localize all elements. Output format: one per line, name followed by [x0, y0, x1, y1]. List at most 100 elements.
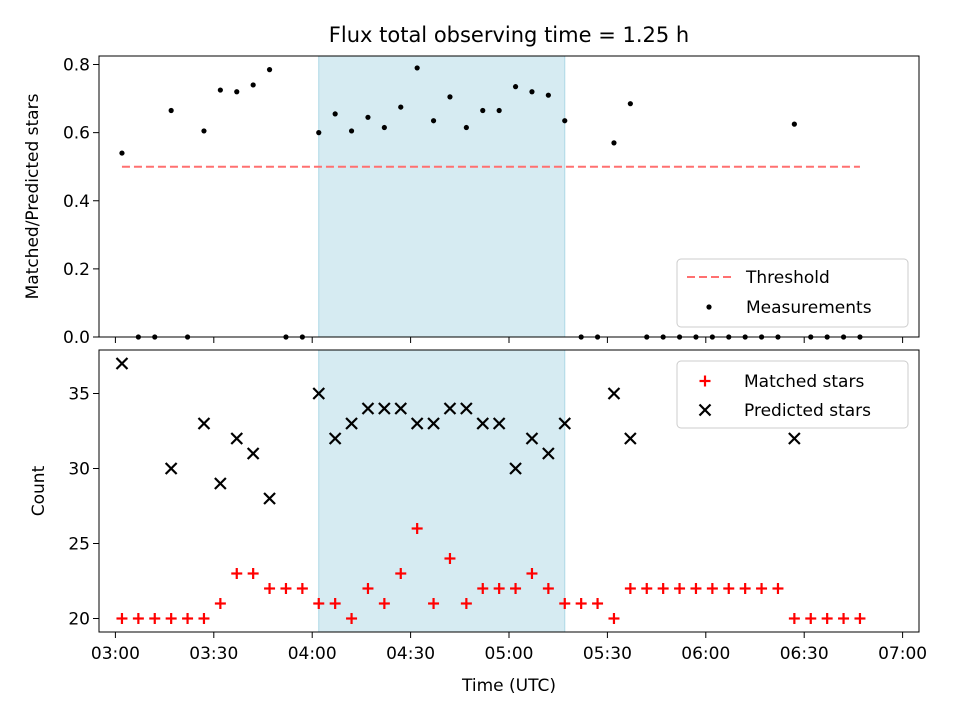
- legend-predicted-label: Predicted stars: [744, 401, 871, 421]
- measurement-point: [545, 92, 551, 98]
- matched-star-point: [362, 583, 374, 594]
- bottom-y-tick-label: 25: [68, 535, 90, 555]
- matched-star-point: [641, 583, 653, 594]
- matched-star-point: [575, 598, 587, 609]
- matched-star-point: [723, 583, 735, 594]
- predicted-star-point: [197, 417, 211, 430]
- matched-star-point: [674, 583, 686, 594]
- matched-star-point: [706, 583, 718, 594]
- matched-star-point: [657, 583, 669, 594]
- bottom-y-tick: 35: [68, 385, 99, 405]
- measurement-point: [430, 118, 437, 124]
- bottom-x-tick: 04:00: [288, 632, 337, 664]
- bottom-x-tick-label: 05:00: [485, 644, 534, 664]
- top-panel: 0.00.20.40.60.8 Matched/Predicted stars …: [23, 55, 920, 348]
- matched-star-point: [592, 598, 604, 609]
- predicted-star-point: [558, 417, 572, 430]
- measurement-point: [512, 84, 519, 90]
- top-y-tick: 0.0: [63, 328, 99, 348]
- matched-star-point: [493, 583, 505, 594]
- bottom-y-tick-label: 35: [68, 385, 90, 405]
- matched-star-point: [559, 598, 571, 609]
- measurement-points: [119, 65, 863, 340]
- legend-measurements-label: Measurements: [746, 298, 872, 318]
- bottom-x-tick: 03:00: [91, 632, 140, 664]
- measurement-point: [447, 94, 453, 100]
- predicted-star-point: [788, 432, 801, 445]
- bottom-x-tick: 05:00: [485, 632, 534, 664]
- top-y-tick-label: 0.2: [63, 260, 90, 280]
- matched-star-point: [510, 583, 522, 594]
- predicted-star-point: [378, 402, 391, 415]
- predicted-star-point: [394, 402, 408, 415]
- matched-star-point: [739, 583, 751, 594]
- legend-matched-swatch: [699, 375, 711, 387]
- measurement-point: [414, 65, 420, 71]
- top-axes-frame: [98, 55, 920, 338]
- bottom-x-axis-ticks: 03:00 03:30 04:00 04:30 05:00 05:30 06:00 06:30…: [91, 632, 927, 664]
- bottom-x-tick: 07:00: [878, 632, 927, 664]
- legend-threshold-label: Threshold: [745, 268, 830, 288]
- matched-star-point: [165, 613, 177, 624]
- predicted-star-point: [361, 402, 375, 415]
- predicted-star-point: [115, 357, 129, 370]
- predicted-star-point: [410, 417, 424, 430]
- matched-star-point: [542, 583, 554, 594]
- measurement-point: [791, 121, 797, 127]
- matched-star-point: [756, 583, 768, 594]
- measurement-point: [234, 89, 240, 95]
- measurement-point: [627, 101, 633, 107]
- measurement-point: [119, 150, 125, 156]
- top-y-tick: 0.2: [63, 260, 99, 280]
- bottom-y-tick: 25: [68, 535, 99, 555]
- bottom-legend: Matched stars Predicted stars: [676, 360, 909, 429]
- top-y-tick: 0.4: [63, 192, 99, 212]
- bottom-axes-frame: [98, 349, 920, 633]
- predicted-star-point: [607, 387, 621, 400]
- matched-star-point: [805, 613, 817, 624]
- bottom-legend-box: [676, 360, 909, 429]
- matched-star-point: [116, 613, 128, 624]
- legend-predicted-swatch: [698, 403, 712, 417]
- bottom-y-axis-label: Count: [29, 465, 49, 516]
- measurement-point: [611, 140, 617, 146]
- bottom-x-tick-label: 06:00: [681, 644, 730, 664]
- matched-star-point: [395, 568, 407, 579]
- bottom-x-tick: 04:30: [386, 632, 435, 664]
- predicted-star-point: [263, 492, 276, 505]
- matched-star-point: [428, 598, 440, 609]
- matched-star-point: [132, 613, 144, 624]
- bottom-x-tick: 03:30: [189, 632, 238, 664]
- bottom-x-tick-label: 07:00: [878, 644, 927, 664]
- matched-star-point: [838, 613, 850, 624]
- top-y-tick-label: 0.8: [63, 56, 90, 76]
- predicted-star-point: [312, 387, 326, 400]
- matched-star-point: [608, 613, 620, 624]
- predicted-star-point: [345, 417, 358, 430]
- matched-star-point: [444, 553, 456, 564]
- predicted-star-point: [525, 432, 539, 445]
- top-y-tick: 0.6: [63, 124, 99, 144]
- matched-star-point: [182, 613, 194, 624]
- matched-star-point: [149, 613, 161, 624]
- top-x-axis-ticks: [114, 337, 904, 343]
- legend-measurements-swatch: [706, 304, 712, 310]
- bottom-x-tick-label: 05:30: [583, 644, 632, 664]
- measurement-point: [168, 107, 174, 114]
- measurement-point: [217, 87, 223, 93]
- matched-star-point: [854, 613, 866, 624]
- bottom-y-tick-label: 30: [68, 460, 90, 480]
- bottom-x-tick: 05:30: [583, 632, 632, 664]
- measurement-point: [266, 67, 273, 73]
- measurement-point: [381, 124, 387, 131]
- measurement-point: [496, 107, 502, 114]
- top-y-tick-label: 0.6: [63, 124, 90, 144]
- bottom-x-tick-label: 04:00: [288, 644, 337, 664]
- predicted-star-point: [492, 417, 506, 430]
- matched-star-point: [378, 598, 390, 609]
- measurement-point: [480, 107, 486, 114]
- measurement-point: [562, 118, 568, 124]
- predicted-star-point: [624, 432, 637, 445]
- predicted-star-point: [443, 402, 457, 415]
